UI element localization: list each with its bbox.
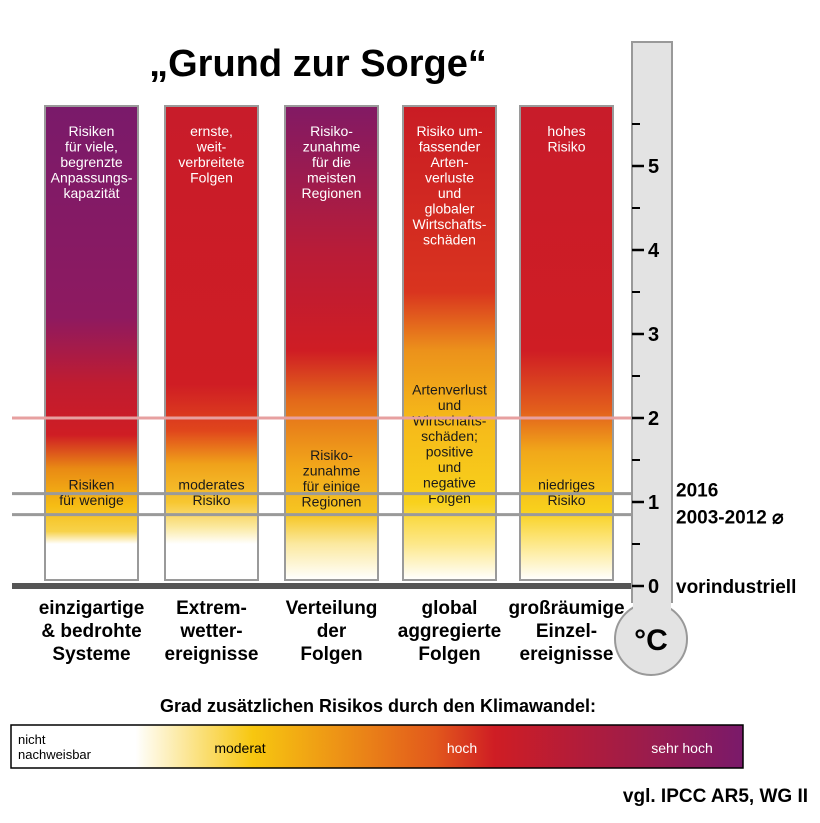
- column-2-annotation-1: ernste, weit-verbreitete Folgen: [178, 123, 244, 186]
- column-1-annotation-1: Risiken für viele, begrenzte Anpassungs-kap…: [51, 123, 133, 201]
- column-5-annotation-2: niedriges Risiko: [538, 476, 595, 508]
- y-tick-label-3: 3: [648, 324, 659, 346]
- column-4-annotation-2: Artenverlust und Wirtschafts-schäden; posit…: [412, 381, 487, 506]
- category-labels: einzigartige & bedrohte Systeme Extrem-wett…: [39, 598, 625, 665]
- legend-title: Grad zusätzlichen Risikos durch den Klim…: [160, 696, 596, 716]
- y-tick-label-5: 5: [648, 156, 659, 178]
- y-tick-label-2: 2: [648, 408, 659, 430]
- legend-item-not-detectable: nicht nachweisbar: [18, 732, 92, 762]
- category-label-2: Extrem-wetter-ereignisse: [165, 598, 259, 665]
- legend: nicht nachweisbar moderat hoch sehr hoch: [10, 724, 744, 769]
- risk-column-4: [402, 105, 497, 581]
- y-tick-label-0: 0: [648, 576, 659, 598]
- thermometer-tube: [631, 41, 673, 603]
- risk-columns: Risiken für viele, begrenzte Anpassungs-kap…: [44, 105, 614, 581]
- reference-label-3: 2003-2012 ⌀: [676, 508, 784, 529]
- thermometer-scale: °C 0 1 2 3 4 5: [614, 41, 688, 676]
- category-label-1: einzigartige & bedrohte Systeme: [39, 598, 145, 665]
- y-tick-label-4: 4: [648, 240, 660, 262]
- column-4-annotation-1: Risiko um-fassender Arten-verluste und glob…: [413, 123, 487, 248]
- risk-column-2: [164, 105, 259, 581]
- risk-column-1: [44, 105, 139, 581]
- column-5-annotation-1: hohes Risiko: [547, 123, 585, 155]
- reference-lines: 2016 2003-2012 ⌀ vorindustriell: [12, 416, 796, 598]
- legend-item-3: hoch: [447, 740, 477, 756]
- risk-column-5: [519, 105, 614, 581]
- column-3-annotation-2: Risiko-zunahme für einige Regionen: [302, 447, 362, 510]
- chart-title: „Grund zur Sorge“: [149, 43, 487, 85]
- column-1-annotation-2: Risiken für wenige: [59, 476, 124, 508]
- reference-label-4: vorindustriell: [676, 577, 796, 598]
- legend-item-2: moderat: [214, 740, 265, 756]
- column-2-annotation-2: moderates Risiko: [178, 476, 244, 508]
- category-label-3: Verteilung der Folgen: [286, 598, 378, 665]
- risk-column-3: [284, 105, 379, 581]
- legend-color-bar: [10, 724, 744, 769]
- category-label-4: global aggregierte Folgen: [398, 598, 501, 665]
- legend-item-4: sehr hoch: [651, 740, 712, 756]
- reference-label-2: 2016: [676, 481, 718, 502]
- category-label-5: großräumige Einzel-ereignisse: [508, 598, 624, 665]
- thermometer-joint: [633, 590, 671, 610]
- source-note: vgl. IPCC AR5, WG II: [623, 786, 808, 807]
- column-3-annotation-1: Risiko-zunahme für die meisten Regionen: [302, 123, 362, 201]
- y-tick-label-1: 1: [648, 492, 659, 514]
- unit-label: °C: [634, 624, 668, 657]
